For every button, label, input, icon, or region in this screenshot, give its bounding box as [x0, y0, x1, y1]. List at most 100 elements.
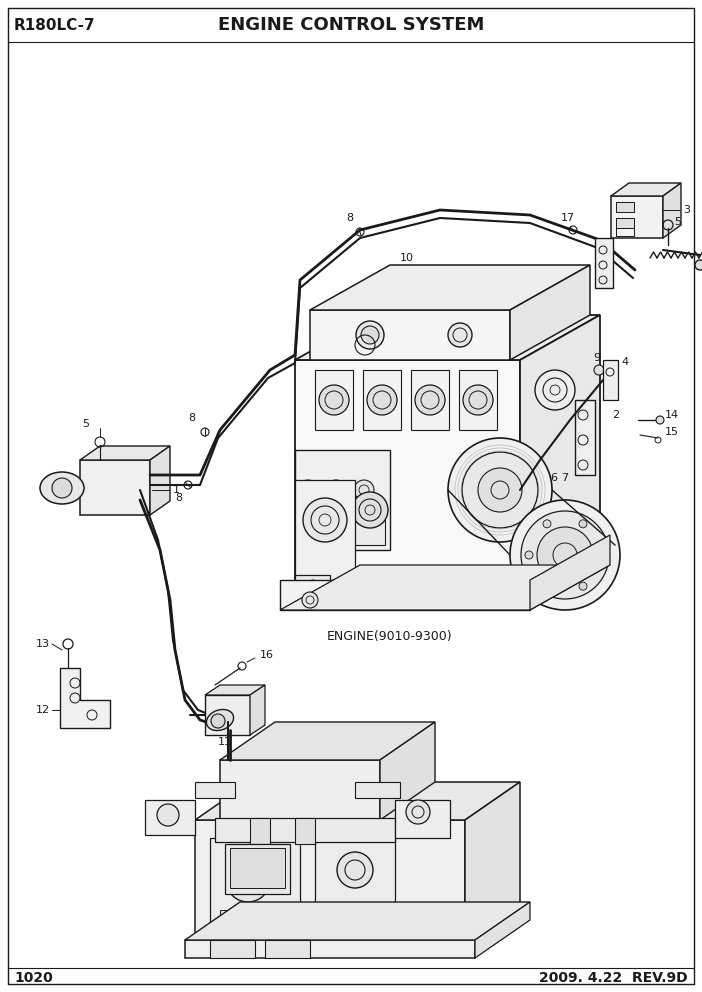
Bar	[295, 450, 390, 550]
Polygon shape	[310, 310, 510, 360]
Circle shape	[337, 852, 373, 888]
Text: 8: 8	[347, 213, 354, 223]
Text: 1: 1	[173, 485, 180, 495]
Circle shape	[52, 478, 72, 498]
Polygon shape	[295, 818, 315, 844]
Polygon shape	[295, 315, 600, 360]
Circle shape	[462, 452, 538, 528]
Circle shape	[319, 385, 349, 415]
Circle shape	[352, 492, 388, 528]
Text: 8: 8	[175, 493, 182, 503]
Circle shape	[448, 323, 472, 347]
Text: 7: 7	[561, 473, 568, 483]
Ellipse shape	[40, 472, 84, 504]
Circle shape	[525, 551, 533, 559]
Text: ENGINE CONTROL SYSTEM: ENGINE CONTROL SYSTEM	[218, 16, 484, 34]
Text: 2: 2	[612, 410, 619, 420]
Bar	[300, 520, 385, 545]
Text: 13: 13	[36, 639, 50, 649]
Bar	[315, 905, 395, 933]
Text: 5: 5	[674, 217, 681, 227]
Bar	[295, 575, 330, 595]
Text: R180LC-7: R180LC-7	[14, 18, 95, 33]
Bar	[220, 910, 238, 918]
Circle shape	[537, 527, 593, 583]
Text: 2009. 4.22  REV.9D: 2009. 4.22 REV.9D	[539, 971, 688, 985]
Bar	[315, 370, 353, 430]
Circle shape	[415, 385, 445, 415]
Bar	[295, 480, 355, 580]
Bar	[411, 370, 449, 430]
Text: 8: 8	[188, 413, 196, 423]
Circle shape	[543, 582, 551, 590]
Text: 11: 11	[218, 737, 232, 747]
Bar	[616, 228, 634, 236]
Bar	[210, 838, 300, 923]
Circle shape	[361, 326, 379, 344]
Polygon shape	[663, 183, 681, 238]
Circle shape	[448, 438, 552, 542]
Bar	[315, 838, 395, 903]
Circle shape	[579, 582, 587, 590]
Text: 16: 16	[260, 650, 274, 660]
Circle shape	[303, 498, 347, 542]
Circle shape	[594, 365, 604, 375]
Bar	[245, 910, 263, 918]
Polygon shape	[195, 820, 465, 940]
Bar	[395, 800, 450, 838]
Text: 9: 9	[593, 353, 600, 363]
Polygon shape	[80, 446, 170, 460]
Circle shape	[157, 804, 179, 826]
Text: 10: 10	[400, 253, 414, 263]
Text: 14: 14	[665, 410, 679, 420]
Bar	[603, 360, 618, 400]
Bar	[616, 218, 634, 228]
Bar	[595, 238, 613, 288]
Circle shape	[211, 714, 225, 728]
Text: ENGINE(9010-9300): ENGINE(9010-9300)	[327, 630, 453, 643]
Text: 12: 12	[36, 705, 50, 715]
Bar	[225, 844, 290, 894]
Circle shape	[406, 800, 430, 824]
Polygon shape	[611, 183, 681, 196]
Bar	[265, 940, 310, 958]
Circle shape	[298, 480, 318, 500]
Bar	[210, 940, 255, 958]
Polygon shape	[355, 782, 400, 798]
Bar	[205, 695, 250, 735]
Text: 5: 5	[83, 419, 89, 429]
Circle shape	[695, 260, 702, 270]
Bar	[616, 202, 634, 212]
Text: 4: 4	[621, 357, 628, 367]
Circle shape	[302, 592, 318, 608]
Polygon shape	[220, 722, 435, 760]
Polygon shape	[280, 565, 610, 610]
Circle shape	[354, 480, 374, 500]
Bar	[230, 848, 285, 888]
Circle shape	[367, 385, 397, 415]
Polygon shape	[185, 940, 475, 958]
Bar	[80, 460, 150, 515]
Bar	[363, 370, 401, 430]
Polygon shape	[295, 360, 520, 580]
Text: 6: 6	[550, 473, 557, 483]
Text: 1020: 1020	[14, 971, 53, 985]
Circle shape	[463, 385, 493, 415]
Circle shape	[656, 416, 664, 424]
Circle shape	[226, 858, 270, 902]
Polygon shape	[465, 782, 520, 940]
Polygon shape	[150, 446, 170, 515]
Text: 17: 17	[561, 213, 575, 223]
Text: 15: 15	[665, 427, 679, 437]
Polygon shape	[220, 760, 380, 820]
Polygon shape	[185, 902, 530, 940]
Circle shape	[510, 500, 620, 610]
Polygon shape	[215, 818, 395, 842]
Polygon shape	[205, 685, 265, 695]
Circle shape	[597, 551, 605, 559]
Polygon shape	[530, 535, 610, 610]
Polygon shape	[520, 315, 600, 580]
Circle shape	[326, 480, 346, 500]
Bar	[611, 196, 663, 238]
Ellipse shape	[206, 709, 234, 730]
